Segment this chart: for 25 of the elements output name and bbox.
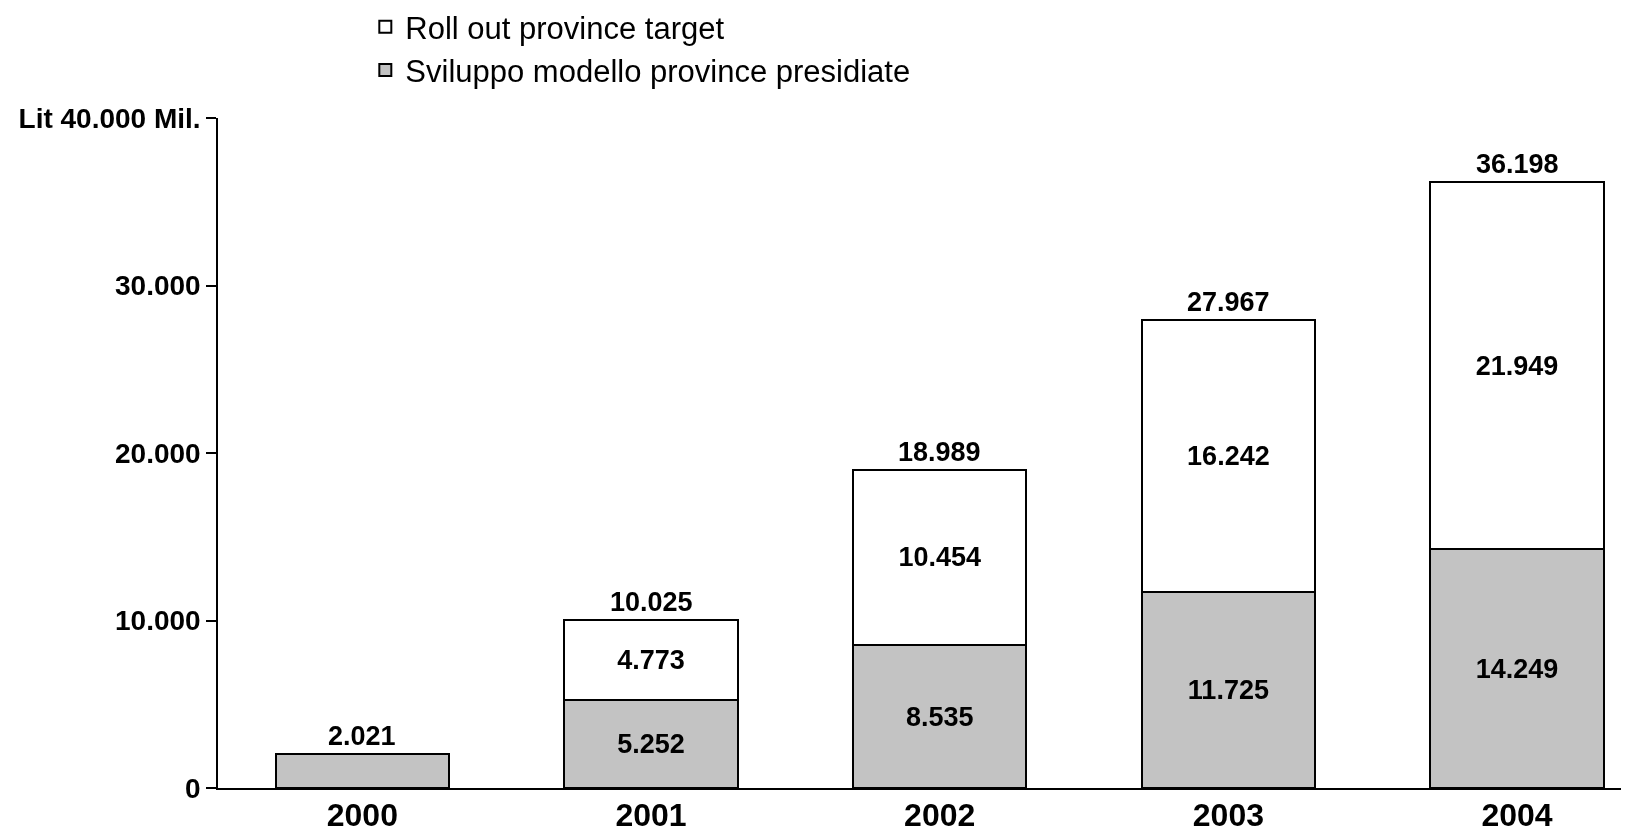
- y-tick-label: 10.000: [115, 605, 201, 637]
- data-label: 21.949: [1475, 350, 1559, 381]
- x-tick-label: 2001: [615, 797, 687, 830]
- data-label: 4.773: [617, 645, 685, 676]
- y-tick-label: 30.000: [115, 270, 201, 302]
- legend-label: Sviluppo modello province presidiate: [405, 54, 911, 90]
- data-label: 16.242: [1187, 440, 1270, 471]
- y-tick-label: Lit 40.000 Mil.: [18, 102, 201, 134]
- total-label: 18.989: [898, 437, 981, 467]
- data-label: 11.725: [1187, 674, 1269, 705]
- x-tick-label: 2002: [904, 797, 976, 830]
- total-label: 27.967: [1187, 287, 1270, 317]
- x-tick-label: 2000: [326, 797, 398, 830]
- data-label: 10.454: [898, 542, 981, 573]
- y-tick-label: 0: [185, 772, 201, 804]
- x-tick-label: 2003: [1192, 797, 1264, 830]
- total-label: 2.021: [328, 721, 396, 751]
- data-label: 8.535: [905, 701, 974, 732]
- x-tick-label: 2004: [1481, 797, 1553, 830]
- data-label: 5.252: [617, 729, 685, 760]
- total-label: 36.198: [1476, 149, 1559, 179]
- legend-label: Roll out province target: [405, 10, 725, 46]
- data-label: 14.249: [1475, 653, 1559, 684]
- y-tick-label: 20.000: [115, 437, 201, 469]
- total-label: 10.025: [610, 587, 693, 617]
